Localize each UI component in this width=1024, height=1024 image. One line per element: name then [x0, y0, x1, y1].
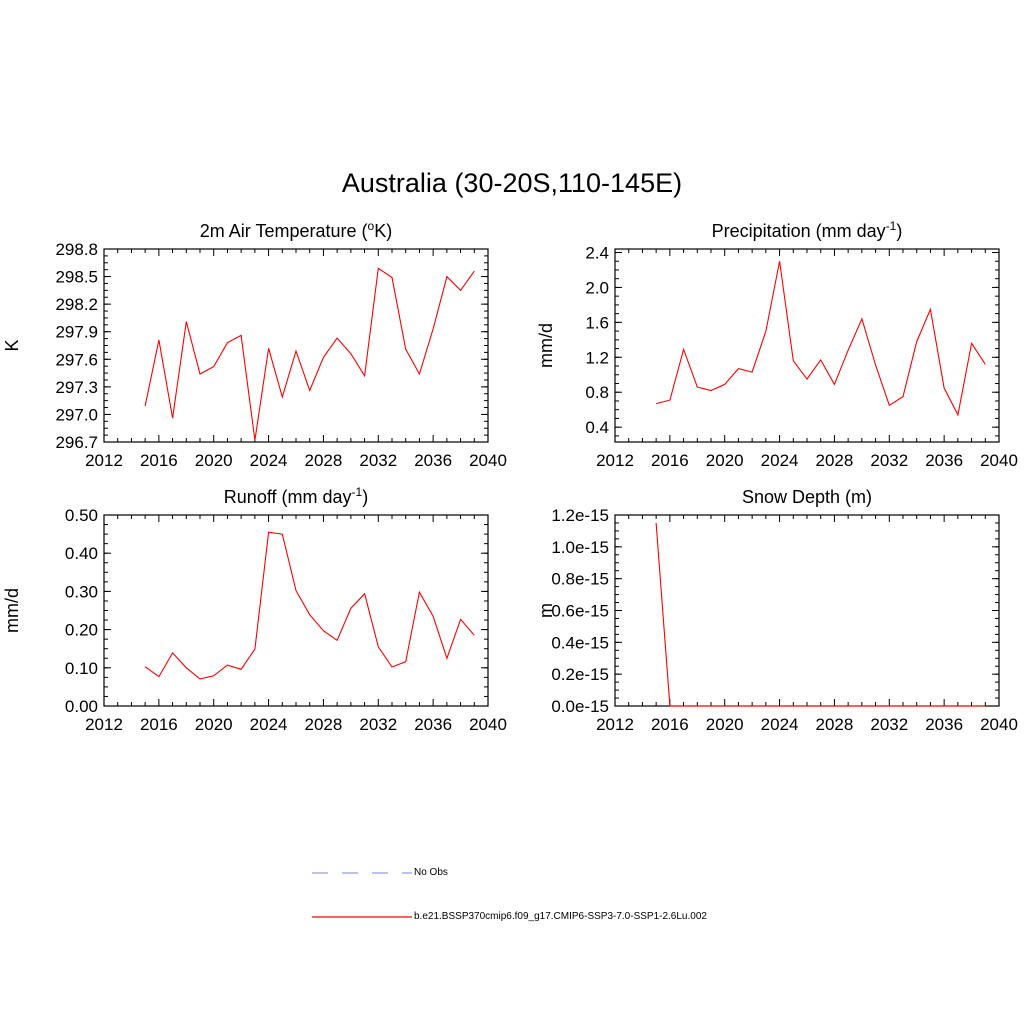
chart-panel-2: 2012 2016 2020 2024 2028 2032 2036 2040 0.4 0.8 1.… — [536, 219, 1018, 470]
x-tick-label: 2016 — [140, 715, 178, 734]
x-tick-label: 2020 — [195, 451, 233, 470]
x-tick-label: 2024 — [250, 715, 288, 734]
x-tick-label: 2024 — [761, 715, 799, 734]
y-tick-label: 0.50 — [65, 506, 98, 525]
x-tick-label: 2028 — [816, 715, 854, 734]
y-tick-label: 297.0 — [55, 405, 98, 424]
x-tick-label: 2016 — [140, 451, 178, 470]
y-tick-label: 0.8e-15 — [551, 570, 609, 589]
x-tick-label: 2040 — [980, 715, 1018, 734]
x-tick-label: 2012 — [596, 451, 634, 470]
y-tick-label: 2.4 — [585, 243, 609, 262]
legend-label-no-obs: No Obs — [414, 867, 448, 878]
panel-title: 2m Air Temperature (oK) — [200, 219, 392, 241]
y-axis-label: mm/d — [536, 323, 556, 368]
y-axis-label: m — [536, 603, 556, 618]
x-tick-label: 2016 — [651, 451, 689, 470]
x-tick-label: 2016 — [651, 715, 689, 734]
x-tick-label: 2020 — [706, 451, 744, 470]
y-tick-label: 0.00 — [65, 697, 98, 716]
y-tick-label: 297.3 — [55, 378, 98, 397]
y-tick-label: 298.2 — [55, 295, 98, 314]
y-tick-label: 1.0e-15 — [551, 538, 609, 557]
x-tick-label: 2040 — [469, 451, 507, 470]
y-tick-label: 298.8 — [55, 240, 98, 259]
main-title: Australia (30-20S,110-145E) — [341, 168, 683, 198]
panel-title: Runoff (mm day-1) — [224, 485, 368, 507]
x-tick-label: 2028 — [305, 451, 343, 470]
x-tick-label: 2020 — [706, 715, 744, 734]
x-tick-label: 2036 — [925, 451, 963, 470]
y-tick-label: 1.2e-15 — [551, 506, 609, 525]
y-tick-label: 297.6 — [55, 350, 98, 369]
y-tick-label: 297.9 — [55, 323, 98, 342]
y-tick-label: 298.5 — [55, 268, 98, 287]
x-tick-label: 2036 — [414, 451, 452, 470]
chart-panel-4: 2012 2016 2020 2024 2028 2032 2036 2040 0.0e-15 0… — [536, 487, 1018, 734]
x-tick-label: 2036 — [414, 715, 452, 734]
x-tick-label: 2040 — [469, 715, 507, 734]
x-tick-label: 2036 — [925, 715, 963, 734]
y-axis-label: mm/d — [2, 588, 22, 633]
y-tick-label: 0.20 — [65, 621, 98, 640]
plot-frame — [614, 514, 1000, 707]
y-tick-label: 2.0 — [585, 278, 609, 297]
y-tick-label: 0.4 — [585, 418, 609, 437]
panel-title: Snow Depth (m) — [742, 487, 872, 507]
x-tick-label: 2032 — [359, 715, 397, 734]
y-tick-label: 0.4e-15 — [551, 633, 609, 652]
y-tick-label: 0.2e-15 — [551, 665, 609, 684]
x-tick-label: 2028 — [305, 715, 343, 734]
plot-frame — [614, 248, 1000, 443]
y-tick-label: 0.0e-15 — [551, 697, 609, 716]
y-tick-label: 1.2 — [585, 348, 609, 367]
chart-panel-3: 2012 2016 2020 2024 2028 2032 2036 2040 0.00 0.10… — [2, 485, 507, 734]
legend-label-model: b.e21.BSSP370cmip6.f09_g17.CMIP6-SSP3-7.… — [414, 911, 707, 922]
chart-panel-1: 2012 2016 2020 2024 2028 2032 2036 2040 296.7 297… — [2, 219, 507, 470]
y-tick-label: 296.7 — [55, 433, 98, 452]
y-tick-label: 0.6e-15 — [551, 602, 609, 621]
x-tick-label: 2024 — [761, 451, 799, 470]
series-line — [144, 531, 475, 680]
x-tick-label: 2032 — [359, 451, 397, 470]
x-tick-label: 2012 — [85, 451, 123, 470]
series-line — [655, 261, 986, 417]
x-tick-label: 2040 — [980, 451, 1018, 470]
plot-frame — [103, 248, 489, 443]
series-line — [144, 267, 475, 441]
y-tick-label: 0.40 — [65, 544, 98, 563]
x-tick-label: 2012 — [85, 715, 123, 734]
series-line — [655, 522, 986, 707]
y-axis-label: K — [2, 339, 22, 351]
x-tick-label: 2012 — [596, 715, 634, 734]
y-tick-label: 0.10 — [65, 659, 98, 678]
x-tick-label: 2028 — [816, 451, 854, 470]
y-tick-label: 0.30 — [65, 582, 98, 601]
x-tick-label: 2024 — [250, 451, 288, 470]
y-tick-label: 1.6 — [585, 313, 609, 332]
panel-title: Precipitation (mm day-1) — [712, 219, 903, 241]
x-tick-label: 2032 — [870, 451, 908, 470]
x-tick-label: 2032 — [870, 715, 908, 734]
x-tick-label: 2020 — [195, 715, 233, 734]
y-tick-label: 0.8 — [585, 383, 609, 402]
